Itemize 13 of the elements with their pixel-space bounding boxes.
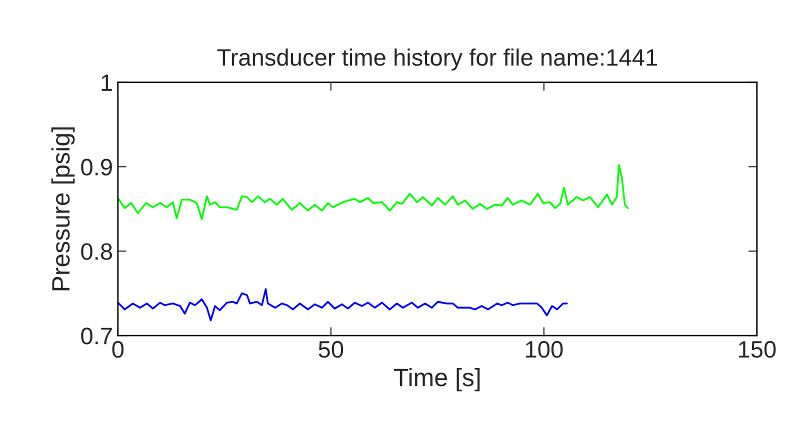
y-tick-label: 0.8: [81, 243, 112, 260]
x-tick-label: 50: [318, 341, 344, 358]
y-axis-title: Pressure [psig]: [51, 127, 75, 290]
chart-title: Transducer time history for file name:1441: [217, 48, 657, 71]
x-tick-label: 100: [526, 341, 563, 358]
line-series: [118, 164, 629, 220]
y-tick-label: 0.7: [81, 328, 112, 344]
line-series: [118, 288, 568, 322]
y-tick-label: 1: [102, 74, 112, 91]
x-axis-title: Time [s]: [394, 368, 480, 392]
x-tick-label: 0: [112, 341, 124, 358]
y-tick-label: 0.9: [81, 158, 112, 176]
x-tick-label: 150: [739, 341, 776, 358]
